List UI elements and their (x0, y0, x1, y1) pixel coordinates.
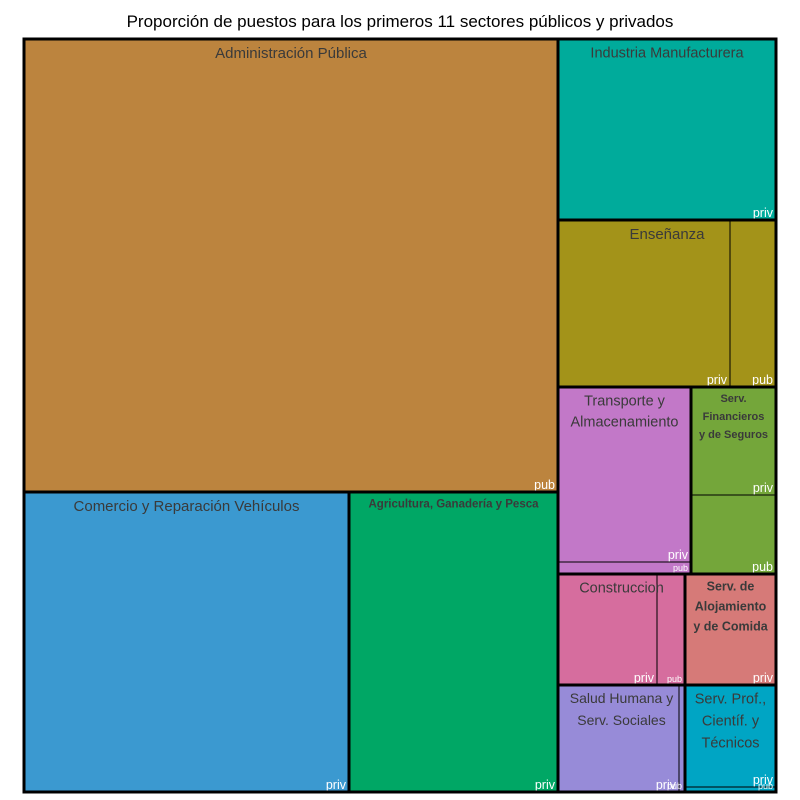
sector-label: Salud Humana y (570, 690, 674, 706)
sector-serv-financieros-y-de-seguros: priv pub Serv. Financieros y de Seguros (689, 385, 778, 576)
sub-label: pub (752, 373, 773, 387)
cell-transporte-y-almacenamiento-priv (557, 386, 692, 563)
sector-industria-manufacturera: priv Industria Manufacturera (556, 37, 778, 222)
sub-label: pub (758, 781, 773, 791)
sector-label: Enseñanza (629, 226, 705, 243)
sub-label: pub (673, 563, 688, 573)
sub-label: priv (707, 373, 728, 387)
sub-label: pub (667, 781, 682, 791)
sector-serv-de-alojamiento-y-de-comida: priv Serv. de Alojamiento y de Comida (683, 572, 778, 687)
sector-label: Financieros (703, 411, 765, 423)
sub-label: priv (668, 548, 689, 562)
sector-ensenanza: priv pub Enseñanza (556, 218, 778, 389)
chart-title: Proporción de puestos para los primeros … (126, 12, 674, 31)
sector-border (683, 683, 778, 794)
cell-ensenanza-priv (557, 219, 731, 388)
cell-comercio-y-reparacion-vehiculos-priv (23, 491, 350, 793)
sub-label: pub (534, 478, 555, 492)
sector-label: Serv. (720, 393, 746, 405)
sub-label: priv (753, 671, 774, 685)
sector-label: Industria Manufacturera (590, 46, 744, 62)
sector-label: Agricultura, Ganadería y Pesca (368, 499, 539, 511)
sector-label: Serv. Sociales (577, 712, 665, 728)
cell-industria-manufacturera-priv (557, 38, 777, 221)
sub-label: priv (634, 671, 655, 685)
sector-label: y de Comida (693, 620, 768, 634)
sub-label: priv (656, 778, 677, 792)
sub-label: priv (753, 773, 774, 787)
sector-label: Transporte y (584, 394, 666, 410)
sub-label: pub (752, 560, 773, 574)
sector-construccion: priv pub Construccion (556, 572, 687, 687)
cell-transporte-y-almacenamiento-pub (557, 561, 692, 575)
sector-label: Serv. de (707, 580, 755, 594)
sector-label: Comercio y Reparación Vehículos (74, 498, 300, 515)
cell-serv-prof-cientif-y-tecnicos-priv (684, 684, 777, 788)
sector-administracion-publica: pub Administración Pública (22, 37, 560, 494)
sector-label: Construccion (579, 581, 664, 597)
sector-label: Administración Pública (215, 45, 367, 62)
sub-label: priv (753, 481, 774, 495)
sector-agricultura-ganaderia-y-pesca: priv Agricultura, Ganadería y Pesca (347, 490, 560, 794)
sector-label: Almacenamiento (571, 415, 679, 431)
sub-label: priv (535, 778, 556, 792)
sector-label: Científ. y (702, 714, 760, 730)
sector-label: Técnicos (701, 736, 759, 752)
sector-label: Alojamiento (695, 600, 767, 614)
cell-agricultura-ganaderia-y-pesca-priv (348, 491, 559, 793)
sub-label: priv (753, 206, 774, 220)
sector-label: y de Seguros (699, 429, 768, 441)
sector-comercio-y-reparacion-vehiculos: priv Comercio y Reparación Vehículos (22, 490, 351, 794)
sector-label: Serv. Prof., (695, 692, 766, 708)
cell-administracion-publica-pub (23, 38, 559, 493)
sub-label: priv (326, 778, 347, 792)
cell-construccion-pub (656, 573, 686, 686)
cell-ensenanza-pub (729, 219, 777, 388)
sub-label: pub (667, 674, 682, 684)
